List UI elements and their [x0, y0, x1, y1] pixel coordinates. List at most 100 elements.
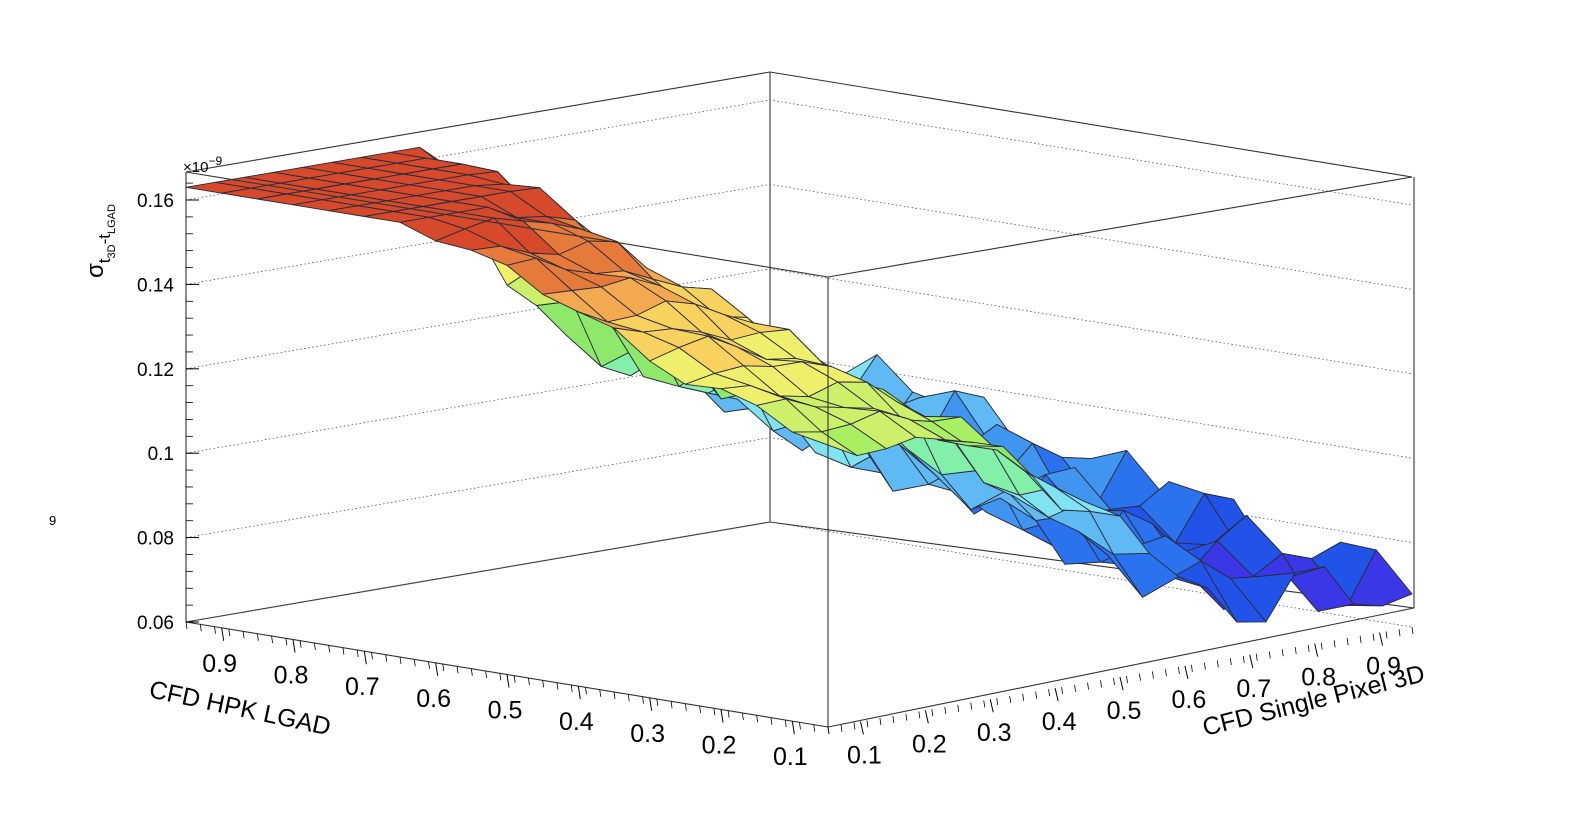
y-minor-tick: [879, 718, 882, 726]
y-minor-tick: [1113, 678, 1115, 686]
x-minor-tick: [314, 642, 316, 651]
y-minor-tick: [840, 724, 843, 732]
x-minor-tick: [456, 666, 459, 674]
front-edge-right: [827, 607, 1415, 728]
y-major-tick: [1379, 632, 1384, 646]
y-minor-tick: [1372, 633, 1375, 641]
y-minor-tick: [1216, 660, 1219, 668]
x-minor-tick: [713, 708, 716, 716]
x-minor-tick: [813, 724, 816, 732]
x-minor-tick: [499, 673, 502, 681]
x-major-tick: [649, 697, 653, 711]
y-minor-tick: [944, 706, 947, 715]
y-tick-label: 0.2: [912, 730, 947, 758]
axes: 0.06 0.08 0.1 0.12 0.14 0.16 0.9 0.8 0.7 0.6 0.5 0.…: [137, 182, 1414, 771]
grid-line: [185, 437, 1413, 543]
y-minor-tick: [1333, 640, 1336, 648]
x-minor-tick: [428, 661, 430, 669]
x-minor-tick: [485, 670, 487, 679]
y-minor-tick: [1281, 649, 1284, 657]
x-major-tick: [363, 651, 367, 665]
z-exponent-base: ×10: [183, 159, 208, 176]
y-minor-tick: [1307, 644, 1310, 652]
y-minor-tick: [1203, 662, 1206, 670]
z-tick-label: 0.16: [137, 191, 174, 212]
y-minor-tick: [1087, 682, 1089, 690]
top-edge-front-left: [185, 171, 829, 278]
x-minor-tick: [256, 633, 259, 641]
x-minor-tick: [199, 624, 202, 632]
z-tick-label: 0.06: [137, 613, 174, 634]
y-minor-tick: [1035, 691, 1038, 699]
x-tick-label: 0.9: [202, 650, 237, 678]
z-title-sub: t: [95, 258, 114, 263]
y-minor-tick: [827, 726, 830, 735]
grid-line: [185, 521, 1413, 628]
y-minor-tick: [918, 711, 921, 719]
y-tick-label: 0.9: [1366, 653, 1401, 681]
y-major-tick: [1054, 687, 1059, 702]
grid-line: [185, 183, 1413, 290]
y-major-tick: [1184, 665, 1189, 680]
surface-mesh: [185, 146, 1413, 623]
y-minor-tick: [957, 704, 960, 712]
y-minor-tick: [1048, 689, 1051, 697]
y-minor-tick: [892, 715, 895, 723]
x-major-tick: [720, 709, 724, 723]
x-minor-tick: [613, 691, 616, 700]
x-minor-tick: [413, 659, 416, 667]
y-minor-tick: [1190, 664, 1193, 672]
z-axis-title: σt3D-tLGAD: [82, 204, 118, 278]
y-major-tick: [924, 710, 929, 724]
y-minor-tick: [1061, 686, 1063, 695]
x-tick-label: 0.6: [416, 685, 451, 713]
x-minor-tick: [642, 696, 644, 704]
x-major-tick: [791, 721, 795, 735]
x-minor-tick: [399, 656, 402, 665]
x-minor-tick: [699, 705, 701, 714]
y-tick-label: 0.5: [1107, 697, 1142, 725]
y-minor-tick: [1359, 635, 1362, 643]
y-minor-tick: [1398, 629, 1401, 637]
y-minor-tick: [853, 722, 856, 730]
x-tick-label: 0.2: [702, 732, 737, 760]
y-minor-tick: [1165, 669, 1167, 677]
y-minor-tick: [1152, 671, 1154, 679]
x-major-tick: [506, 674, 510, 688]
x-minor-tick: [627, 694, 630, 702]
z-title-sub2a: 3D: [106, 244, 118, 258]
x-minor-tick: [371, 652, 373, 660]
surface-cell: [791, 431, 858, 457]
y-minor-tick: [970, 702, 973, 710]
x-minor-tick: [214, 626, 216, 634]
y-tick-label: 0.1: [847, 741, 882, 769]
x-tick-label: 0.7: [345, 673, 380, 701]
x-minor-tick: [228, 628, 231, 637]
x-minor-tick: [799, 722, 801, 730]
x-minor-tick: [656, 698, 659, 707]
y-major-tick: [1119, 676, 1124, 691]
x-minor-tick: [756, 715, 759, 723]
x-minor-tick: [185, 621, 188, 630]
x-minor-tick: [727, 710, 730, 718]
y-minor-tick: [1074, 684, 1076, 692]
x-minor-tick: [242, 631, 245, 639]
y-minor-tick: [1320, 642, 1323, 650]
x-minor-tick: [599, 689, 602, 697]
x-tick-label: 0.5: [488, 697, 523, 725]
y-minor-tick: [931, 709, 934, 717]
x-tick-label: 0.4: [559, 708, 594, 736]
z-title-sub2b: LGAD: [106, 204, 118, 234]
y-minor-tick: [1126, 675, 1128, 683]
x-minor-tick: [585, 687, 587, 695]
y-minor-tick: [1022, 693, 1025, 701]
y-minor-tick: [1009, 695, 1012, 703]
y-tick-label: 0.8: [1301, 664, 1336, 692]
x-minor-tick: [470, 668, 473, 676]
x-minor-tick: [670, 701, 673, 709]
y-minor-tick: [1411, 626, 1414, 635]
y-minor-tick: [1268, 651, 1271, 659]
y-minor-tick: [1346, 638, 1349, 646]
x-minor-tick: [742, 712, 744, 721]
x-minor-tick: [542, 680, 545, 688]
